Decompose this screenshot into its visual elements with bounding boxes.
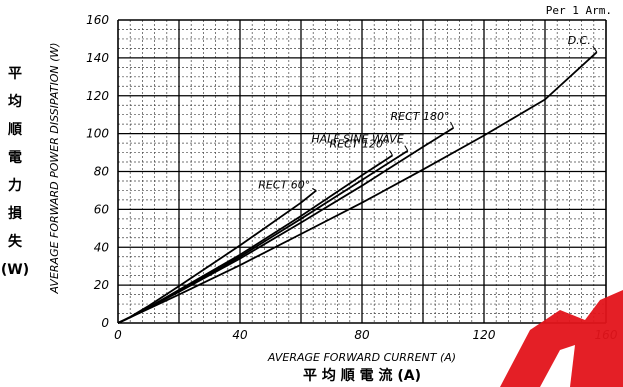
curve-group (117, 51, 598, 324)
y-jp-char: 平 (8, 66, 22, 82)
per-arm-note: Per 1 Arm. (546, 4, 612, 17)
x-axis-title: AVERAGE FORWARD CURRENT (A) (267, 351, 456, 364)
y-tick-label: 40 (94, 240, 110, 254)
y-tick-labels: 0 20 40 60 80 100 120 140 160 (86, 13, 109, 330)
y-tick-label: 20 (94, 278, 110, 292)
series-label: RECT 60° (258, 178, 310, 191)
watermark-cutout (540, 345, 575, 387)
y-tick-label: 160 (86, 13, 109, 27)
series-leader (312, 187, 317, 191)
watermark-shape (500, 290, 623, 387)
major-grid (117, 19, 607, 324)
y-jp-char: 力 (8, 177, 22, 194)
series-label: D.C. (568, 34, 591, 47)
y-jp-char: 失 (8, 233, 23, 250)
series-leader (450, 121, 454, 129)
y-axis-title-jp: 平 均 順 電 力 損 失 (W) (1, 66, 29, 278)
y-axis-title: AVERAGE FORWARD POWER DISSIPATION (W) (48, 42, 61, 294)
y-jp-char: 損 (8, 205, 23, 222)
x-tick-label: 40 (232, 328, 248, 342)
x-tick-label: 0 (114, 328, 122, 342)
y-tick-label: 80 (94, 165, 110, 179)
series-label: RECT 120° (330, 137, 389, 150)
y-jp-char: 順 (8, 122, 23, 138)
y-tick-label: 100 (86, 127, 109, 141)
series-line (117, 154, 393, 324)
y-jp-char: 電 (8, 149, 22, 166)
series-label: HALF SINE WAVE (311, 133, 403, 146)
x-tick-label: 80 (354, 328, 370, 342)
y-tick-label: 0 (101, 316, 109, 330)
y-jp-char: (W) (1, 262, 29, 278)
series-line (117, 189, 317, 324)
y-tick-label: 140 (86, 51, 109, 65)
y-tick-label: 60 (94, 202, 110, 216)
watermark-logo (500, 290, 623, 387)
series-label: RECT 180° (391, 110, 450, 123)
series-leader (389, 150, 393, 156)
y-jp-char: 均 (8, 93, 22, 110)
series-leader (592, 45, 598, 53)
x-tick-label: 120 (473, 328, 496, 342)
series-leader (404, 145, 409, 151)
x-axis-title-jp: 平 均 順 電 流 (A) (303, 367, 421, 384)
y-tick-label: 120 (86, 89, 109, 103)
